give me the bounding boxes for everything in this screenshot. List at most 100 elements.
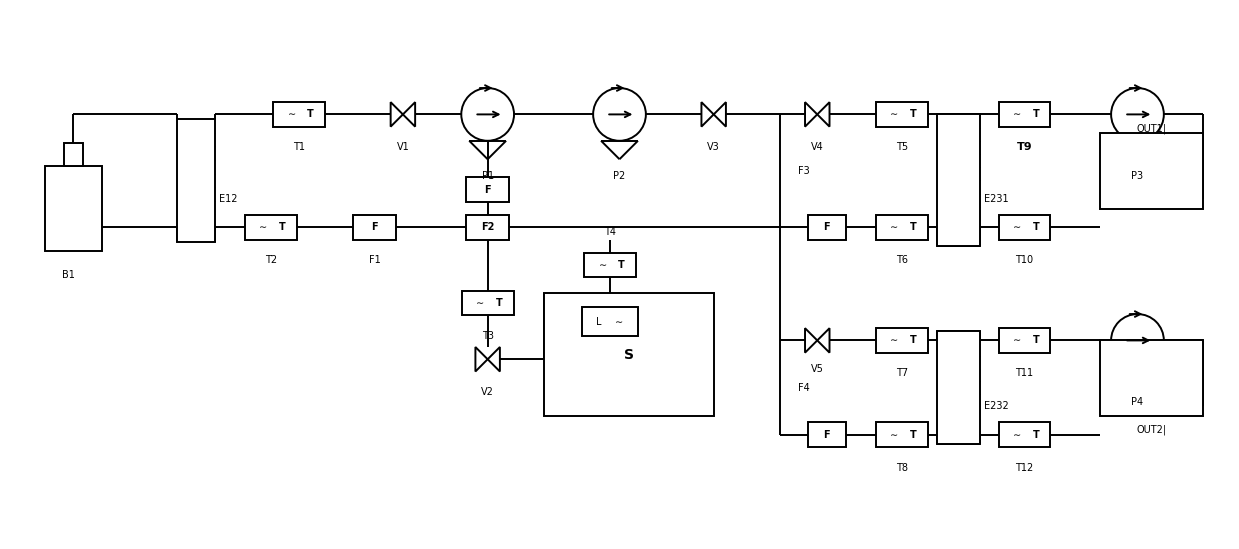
Bar	[999, 422, 1051, 447]
Bar	[808, 422, 845, 447]
Text: T2: T2	[265, 255, 278, 265]
Text: T12: T12	[1015, 463, 1033, 473]
Text: OUT1|: OUT1|	[1136, 124, 1167, 134]
Text: ∼: ∼	[891, 222, 898, 232]
Bar	[274, 102, 325, 127]
Text: T: T	[1032, 222, 1040, 232]
Bar	[876, 328, 928, 352]
Text: T1: T1	[294, 142, 305, 153]
Text: ∼: ∼	[1012, 109, 1021, 119]
Text: P1: P1	[482, 171, 493, 181]
Text: F: F	[484, 185, 491, 195]
Bar	[466, 215, 509, 240]
Bar	[177, 119, 214, 242]
Text: ∼: ∼	[616, 317, 623, 327]
Polygon shape	[476, 347, 488, 372]
Bar	[1100, 340, 1203, 416]
Text: S: S	[624, 348, 634, 362]
Text: B1: B1	[62, 270, 76, 279]
Polygon shape	[714, 102, 726, 127]
Polygon shape	[403, 102, 415, 127]
Polygon shape	[805, 102, 818, 127]
Text: T: T	[1032, 430, 1040, 440]
Bar	[876, 215, 928, 240]
Text: ∼: ∼	[287, 109, 296, 119]
Circle shape	[1111, 314, 1163, 367]
Polygon shape	[805, 328, 818, 352]
Polygon shape	[818, 102, 830, 127]
Text: T: T	[496, 298, 502, 308]
Text: V1: V1	[396, 142, 409, 153]
Text: T: T	[307, 109, 313, 119]
Text: F: F	[372, 222, 378, 232]
Bar	[999, 328, 1051, 352]
Polygon shape	[390, 102, 403, 127]
Polygon shape	[488, 347, 499, 372]
Text: ∼: ∼	[1012, 430, 1021, 440]
Bar	[466, 177, 509, 202]
Bar	[999, 215, 1051, 240]
Text: V2: V2	[481, 387, 494, 397]
Text: E12: E12	[219, 194, 238, 204]
Text: T: T	[909, 430, 917, 440]
Text: T3: T3	[482, 330, 493, 341]
Text: T: T	[1032, 109, 1040, 119]
Text: F: F	[824, 430, 830, 440]
Text: P3: P3	[1131, 171, 1144, 181]
Text: T8: T8	[896, 463, 908, 473]
Text: ∼: ∼	[891, 109, 898, 119]
Text: ∼: ∼	[891, 335, 898, 345]
Bar	[245, 215, 297, 240]
Text: T11: T11	[1016, 368, 1033, 378]
Text: F: F	[824, 222, 830, 232]
Text: T7: T7	[896, 368, 908, 378]
Text: F4: F4	[798, 383, 810, 393]
Text: T9: T9	[1017, 142, 1032, 153]
Bar	[64, 143, 83, 166]
Text: ∼: ∼	[598, 260, 607, 270]
Bar	[876, 422, 928, 447]
Text: E232: E232	[984, 401, 1009, 411]
Text: OUT2|: OUT2|	[1136, 424, 1167, 435]
Text: T6: T6	[896, 255, 908, 265]
Text: T: T	[909, 109, 917, 119]
Text: V3: V3	[707, 142, 720, 153]
Text: V5: V5	[810, 363, 824, 374]
Text: V4: V4	[810, 142, 824, 153]
Bar	[999, 102, 1051, 127]
Bar	[938, 331, 980, 444]
Polygon shape	[701, 102, 714, 127]
Text: T: T	[279, 222, 286, 232]
Bar	[938, 114, 980, 247]
Text: T: T	[909, 335, 917, 345]
Text: P4: P4	[1131, 396, 1144, 407]
Text: ∼: ∼	[1012, 335, 1021, 345]
Text: ∼: ∼	[891, 430, 898, 440]
Text: T10: T10	[1016, 255, 1033, 265]
Circle shape	[1111, 88, 1163, 141]
Bar	[584, 253, 636, 277]
Text: ∼: ∼	[1012, 222, 1021, 232]
Text: T5: T5	[896, 142, 908, 153]
Bar	[353, 215, 395, 240]
Text: ∼: ∼	[476, 298, 484, 308]
Text: T: T	[909, 222, 917, 232]
Text: L: L	[596, 317, 601, 327]
Text: F3: F3	[798, 166, 810, 176]
Text: E231: E231	[984, 194, 1009, 204]
Bar	[876, 102, 928, 127]
Text: F2: F2	[481, 222, 494, 232]
Text: T: T	[1032, 335, 1040, 345]
Circle shape	[461, 88, 514, 141]
Text: T4: T4	[605, 227, 616, 237]
Bar	[1100, 133, 1203, 209]
Bar	[45, 166, 102, 251]
Text: ∼: ∼	[259, 222, 268, 232]
Bar	[544, 293, 714, 416]
Text: P2: P2	[613, 171, 626, 181]
Text: T: T	[618, 260, 624, 270]
Bar	[462, 290, 513, 315]
Polygon shape	[818, 328, 830, 352]
Text: F1: F1	[369, 255, 380, 265]
Circle shape	[593, 88, 646, 141]
